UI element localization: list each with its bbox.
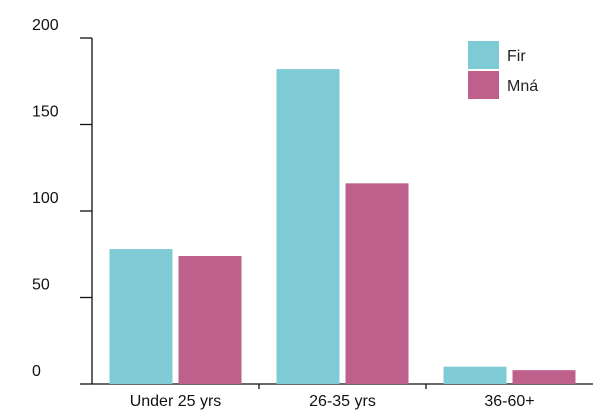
- bar-mn-2: [512, 370, 576, 384]
- bars: [109, 69, 576, 384]
- legend-swatch: [468, 71, 499, 99]
- y-tick-label: 100: [32, 190, 59, 207]
- bar-fir-0: [109, 249, 173, 384]
- x-tick-label: 26-35 yrs: [309, 393, 376, 410]
- bar-mn-1: [345, 183, 409, 384]
- x-tick-label: 36-60+: [484, 393, 534, 410]
- bar-mn-0: [178, 255, 242, 384]
- x-axis: Under 25 yrs 26-35 yrs 36-60+: [92, 383, 593, 410]
- y-tick-label: 150: [32, 104, 59, 121]
- y-tick-label: 0: [32, 363, 41, 380]
- y-tick-label: 200: [32, 17, 59, 34]
- legend-swatch: [468, 41, 499, 69]
- bar-fir-1: [276, 69, 340, 384]
- bar-fir-2: [443, 366, 507, 384]
- y-tick-label: 50: [32, 277, 50, 294]
- x-tick-label: Under 25 yrs: [130, 393, 222, 410]
- legend-label: Fir: [507, 48, 526, 65]
- y-axis: 0 50 100 150 200: [32, 17, 93, 385]
- legend-label: Mná: [507, 78, 538, 95]
- legend: Fir Mná: [468, 41, 538, 99]
